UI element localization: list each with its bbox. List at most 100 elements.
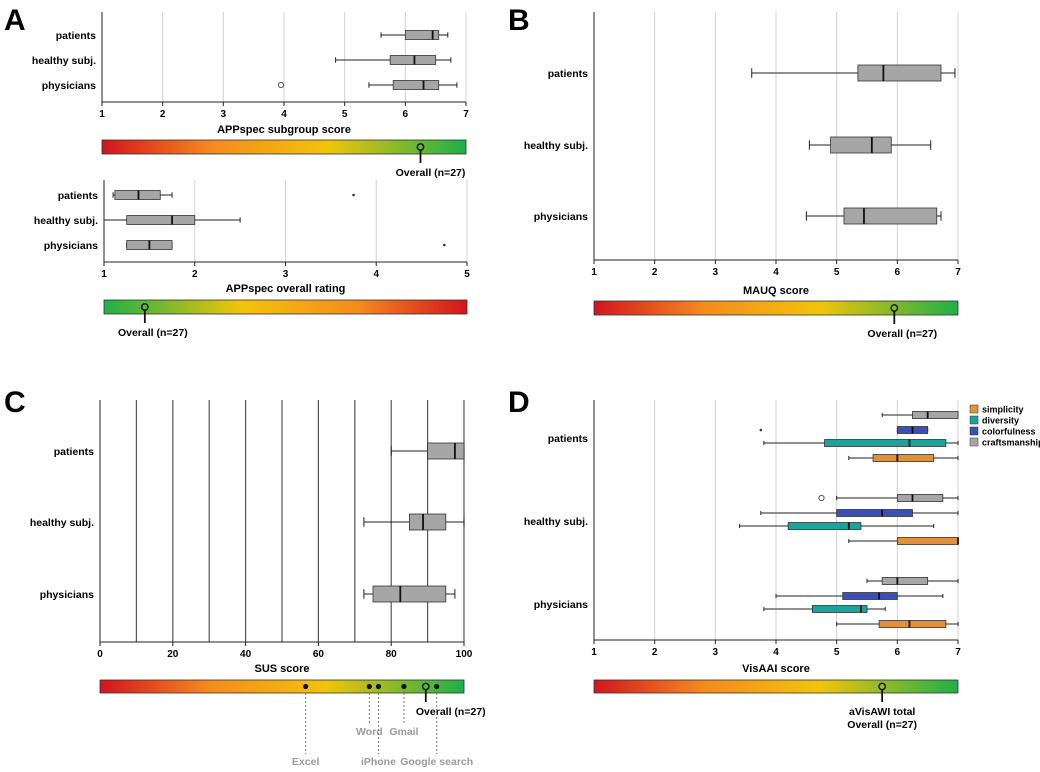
box-iqr <box>912 411 959 419</box>
category-label: patients <box>548 68 588 80</box>
category-label: healthy subj. <box>32 55 96 67</box>
x-tick-label: 2 <box>192 269 198 280</box>
x-tick-label: 4 <box>373 269 379 280</box>
legend-swatch-craftsmanship <box>969 437 979 447</box>
box-iqr <box>389 55 437 65</box>
category-label: physicians <box>534 599 588 611</box>
benchmark-label: Google search <box>400 756 473 768</box>
category-label: patients <box>58 190 98 202</box>
legend-swatch-simplicity <box>969 404 979 414</box>
panel-b-mauq-chart: patients healthy subj. physicians 1 2 3 4 5 6 7 M… <box>524 12 961 340</box>
x-tick-label: 80 <box>386 649 398 660</box>
box-iqr <box>843 207 938 225</box>
outlier-circle <box>277 81 285 89</box>
box-1 <box>808 136 932 154</box>
box-2 <box>277 80 458 90</box>
overall-scale-bar: Overall (n=27) <box>103 299 468 339</box>
panel-label-c: C <box>4 386 26 419</box>
category-label: healthy subj. <box>524 140 588 152</box>
box-iqr <box>392 80 440 90</box>
box-iqr <box>857 64 942 82</box>
category-label: healthy subj. <box>524 516 588 528</box>
category-label: patients <box>548 433 588 445</box>
box-craftsmanship <box>866 577 959 585</box>
box-iqr <box>881 577 929 585</box>
box-0 <box>390 442 465 460</box>
panel-label-a: A <box>4 4 26 37</box>
box-iqr <box>824 439 947 447</box>
box-0 <box>380 30 449 40</box>
category-label: healthy subj. <box>34 215 98 227</box>
scale-gradient-bar <box>101 139 467 155</box>
x-axis-title: MAUQ score <box>743 285 809 297</box>
outlier-star <box>759 428 763 432</box>
box-iqr <box>830 136 892 154</box>
overall-label: Overall (n=27) <box>396 167 466 179</box>
benchmark-dot <box>375 683 382 690</box>
x-tick-label: 4 <box>773 647 779 658</box>
box-iqr <box>126 215 196 225</box>
box-iqr <box>787 522 862 530</box>
box-simplicity <box>848 537 959 545</box>
benchmark-label: Excel <box>292 756 320 768</box>
overall-scale-bar: Overall (n=27) <box>99 679 486 718</box>
panel-d-visaai-chart: patients healthy subj. physicians 1 2 3 4 5 6 7 V… <box>524 400 1040 731</box>
overall-label: Overall (n=27) <box>867 328 937 340</box>
box-iqr <box>836 509 913 517</box>
x-tick-label: 6 <box>895 647 901 658</box>
overall-scale-bar: Overall (n=27) <box>101 139 467 179</box>
box-simplicity <box>836 620 959 628</box>
legend-label-simplicity: simplicity <box>982 405 1024 415</box>
x-tick-label: 5 <box>464 269 470 280</box>
outlier-circle <box>818 494 825 502</box>
benchmark-label: iPhone <box>361 756 396 768</box>
x-tick-label: 7 <box>463 109 469 120</box>
x-tick-label: 3 <box>283 269 289 280</box>
box-iqr <box>114 190 161 200</box>
box-iqr <box>408 513 447 531</box>
x-tick-label: 60 <box>313 649 325 660</box>
x-tick-label: 1 <box>591 267 597 278</box>
box-0 <box>751 64 956 82</box>
outlier-star <box>352 193 355 197</box>
scale-gradient-bar <box>103 299 468 315</box>
box-iqr <box>842 592 898 600</box>
scale-gradient-bar <box>99 679 465 694</box>
box-2 <box>126 240 446 250</box>
x-tick-label: 6 <box>895 267 901 278</box>
legend: simplicitydiversitycolorfulnesscraftsman… <box>969 404 1040 448</box>
x-axis-title: SUS score <box>254 663 309 675</box>
box-diversity <box>763 439 959 447</box>
category-label: patients <box>56 30 96 42</box>
box-iqr <box>896 537 959 545</box>
x-tick-label: 4 <box>773 267 779 278</box>
box-simplicity <box>848 454 959 462</box>
x-tick-label: 3 <box>713 647 719 658</box>
x-tick-label: 3 <box>221 109 227 120</box>
x-tick-label: 2 <box>652 267 658 278</box>
x-tick-label: 6 <box>403 109 409 120</box>
category-label: physicians <box>42 80 96 92</box>
box-1 <box>335 55 452 65</box>
x-tick-label: 7 <box>955 647 961 658</box>
box-1 <box>363 513 465 531</box>
x-tick-label: 3 <box>713 267 719 278</box>
x-tick-label: 2 <box>160 109 166 120</box>
legend-label-diversity: diversity <box>982 416 1019 426</box>
x-axis-title: APPspec overall rating <box>226 283 346 295</box>
benchmark-dot <box>366 683 372 690</box>
box-diversity <box>739 522 935 530</box>
overall-label: Overall (n=27) <box>416 706 486 718</box>
x-tick-label: 5 <box>834 647 840 658</box>
box-iqr <box>878 620 947 628</box>
legend-label-colorfulness: colorfulness <box>982 427 1036 437</box>
overall-label: Overall (n=27) <box>847 719 917 731</box>
box-diversity <box>763 605 886 613</box>
box-iqr <box>372 585 447 603</box>
box-2 <box>805 207 942 225</box>
scale-gradient-bar <box>593 300 959 316</box>
benchmark-dot <box>401 683 407 690</box>
x-axis-title: VisAAI score <box>742 663 810 675</box>
